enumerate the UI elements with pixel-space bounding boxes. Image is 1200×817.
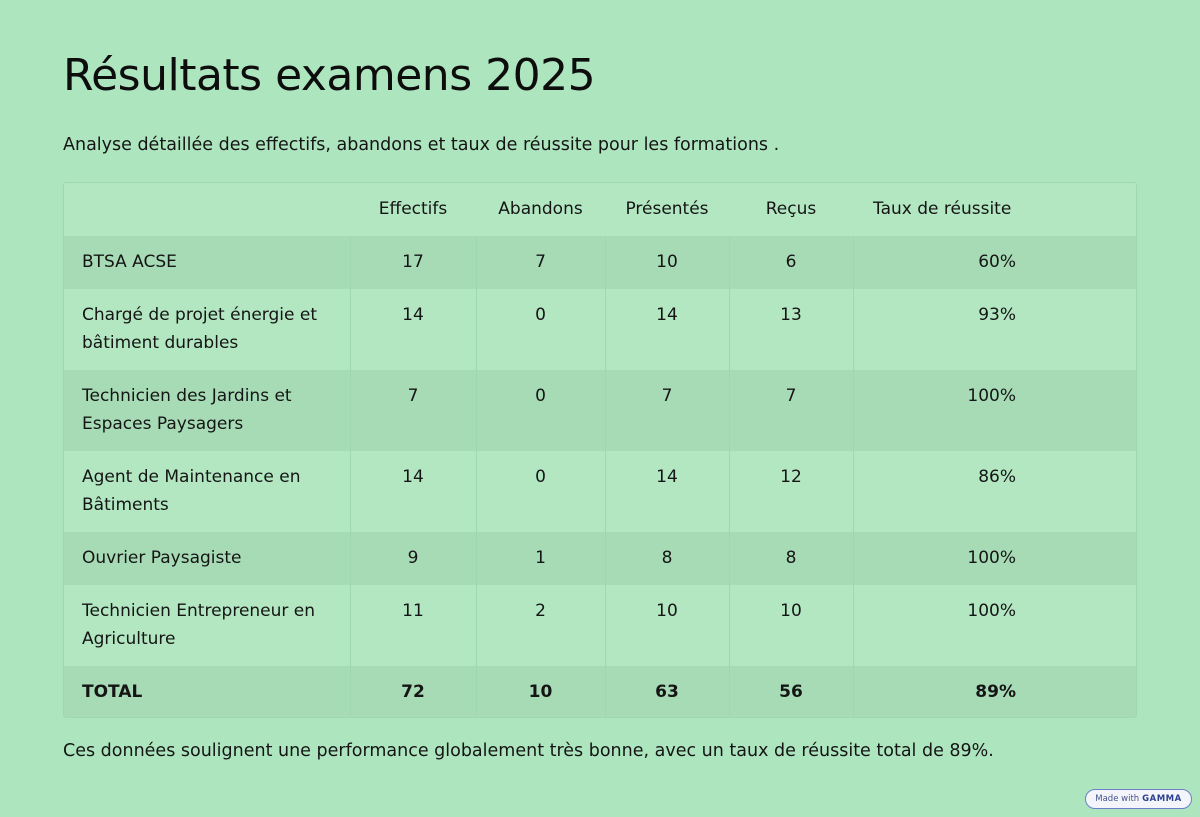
cell-effectifs: 14	[350, 289, 477, 370]
cell-recus: 13	[729, 289, 854, 370]
cell-presentes: 14	[605, 451, 730, 532]
cell-taux: 60%	[978, 252, 1016, 272]
cell-recus: 10	[729, 585, 854, 666]
cell-recus: 6	[729, 236, 854, 289]
header-recus: Reçus	[765, 199, 817, 219]
gamma-logo: GAMMA	[1142, 794, 1182, 804]
header-abandons: Abandons	[498, 199, 583, 219]
table-row: Agent de Maintenance en Bâtiments 14 0 1…	[64, 451, 1136, 532]
header-effectifs: Effectifs	[378, 199, 448, 219]
cell-formation: Agent de Maintenance en Bâtiments	[64, 451, 351, 532]
cell-taux: 93%	[978, 305, 1016, 325]
cell-total-label: TOTAL	[64, 666, 351, 717]
cell-total-presentes: 63	[605, 666, 730, 717]
cell-effectifs: 9	[350, 532, 477, 585]
table-header-row: Effectifs Abandons Présentés Reçus Taux …	[64, 183, 1136, 236]
badge-prefix: Made with	[1095, 794, 1140, 804]
page-title: Résultats examens 2025	[63, 50, 596, 101]
cell-presentes: 10	[605, 236, 730, 289]
cell-presentes: 10	[605, 585, 730, 666]
cell-formation: Technicien Entrepreneur en Agriculture	[64, 585, 351, 666]
cell-total-abandons: 10	[476, 666, 606, 717]
table-row: BTSA ACSE 17 7 10 6 60%	[64, 236, 1136, 289]
cell-presentes: 8	[605, 532, 730, 585]
cell-effectifs: 17	[350, 236, 477, 289]
cell-formation: Ouvrier Paysagiste	[64, 532, 351, 585]
results-table: Effectifs Abandons Présentés Reçus Taux …	[63, 182, 1137, 718]
table-row: Technicien Entrepreneur en Agriculture 1…	[64, 585, 1136, 666]
header-formation	[64, 183, 350, 236]
cell-abandons: 0	[476, 289, 606, 370]
conclusion-text: Ces données soulignent une performance g…	[63, 741, 994, 761]
cell-taux: 86%	[978, 467, 1016, 487]
cell-taux: 100%	[967, 386, 1016, 406]
page-subtitle: Analyse détaillée des effectifs, abandon…	[63, 135, 780, 155]
cell-formation: BTSA ACSE	[64, 236, 351, 289]
cell-abandons: 1	[476, 532, 606, 585]
made-with-gamma-badge[interactable]: Made with GAMMA	[1085, 789, 1192, 809]
header-taux: Taux de réussite	[873, 199, 1012, 219]
cell-total-recus: 56	[729, 666, 854, 717]
cell-abandons: 7	[476, 236, 606, 289]
cell-presentes: 7	[605, 370, 730, 451]
cell-total-effectifs: 72	[350, 666, 477, 717]
cell-taux: 100%	[967, 548, 1016, 568]
table-row: Chargé de projet énergie et bâtiment dur…	[64, 289, 1136, 370]
cell-abandons: 0	[476, 451, 606, 532]
cell-formation: Chargé de projet énergie et bâtiment dur…	[64, 289, 351, 370]
table-row: Technicien des Jardins et Espaces Paysag…	[64, 370, 1136, 451]
cell-total-taux: 89%	[975, 682, 1016, 702]
cell-recus: 8	[729, 532, 854, 585]
cell-effectifs: 14	[350, 451, 477, 532]
cell-effectifs: 11	[350, 585, 477, 666]
cell-presentes: 14	[605, 289, 730, 370]
cell-abandons: 0	[476, 370, 606, 451]
cell-formation: Technicien des Jardins et Espaces Paysag…	[64, 370, 351, 451]
cell-taux: 100%	[967, 601, 1016, 621]
header-presentes: Présentés	[625, 199, 709, 219]
table-total-row: TOTAL 72 10 63 56 89%	[64, 666, 1136, 717]
cell-effectifs: 7	[350, 370, 477, 451]
table-row: Ouvrier Paysagiste 9 1 8 8 100%	[64, 532, 1136, 585]
cell-recus: 12	[729, 451, 854, 532]
cell-abandons: 2	[476, 585, 606, 666]
cell-recus: 7	[729, 370, 854, 451]
